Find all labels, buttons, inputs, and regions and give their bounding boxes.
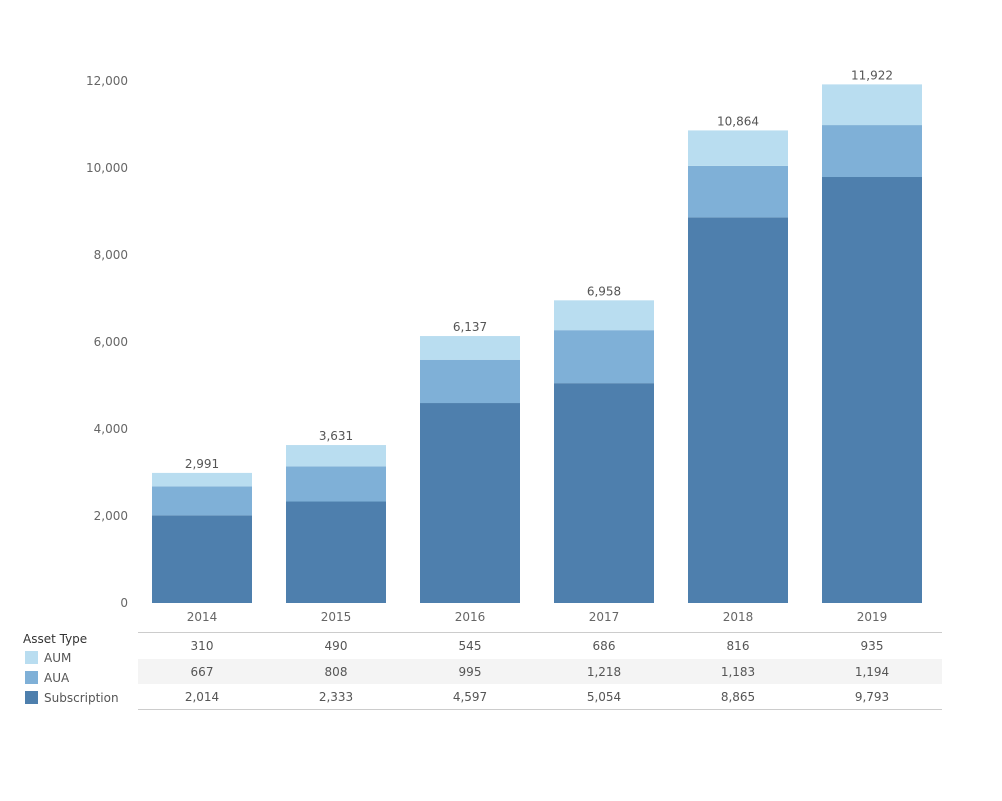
table-cell: 808	[325, 665, 348, 679]
x-tick-label: 2016	[455, 610, 486, 624]
y-tick-label: 0	[120, 596, 128, 610]
y-tick-label: 4,000	[94, 422, 128, 436]
y-tick-label: 2,000	[94, 509, 128, 523]
bar-aua-2014	[152, 486, 252, 516]
bar-aum-2018	[688, 130, 788, 166]
bar-aua-2017	[554, 330, 654, 384]
legend-item: Subscription	[44, 691, 119, 705]
table-cell: 1,218	[587, 665, 621, 679]
bar-subscription-2014	[152, 515, 252, 603]
legend-swatch-aum	[25, 651, 38, 664]
bar-subscription-2018	[688, 217, 788, 603]
x-tick-label: 2019	[857, 610, 888, 624]
bar-aua-2019	[822, 125, 922, 178]
legend-swatch-aua	[25, 671, 38, 684]
bar-aua-2016	[420, 359, 520, 404]
bar-aum-2016	[420, 336, 520, 360]
y-tick-label: 12,000	[86, 74, 128, 88]
legend-item: AUA	[44, 671, 70, 685]
total-label: 11,922	[851, 68, 893, 82]
bar-aum-2017	[554, 300, 654, 331]
bar-subscription-2017	[554, 383, 654, 603]
table-cell: 935	[861, 639, 884, 653]
y-tick-label: 6,000	[94, 335, 128, 349]
legend-title: Asset Type	[23, 632, 87, 646]
bar-subscription-2015	[286, 501, 386, 603]
total-label: 2,991	[185, 457, 219, 471]
bar-aum-2014	[152, 472, 252, 487]
table-cell: 995	[459, 665, 482, 679]
table-cell: 816	[727, 639, 750, 653]
bar-subscription-2016	[420, 403, 520, 603]
bar-aum-2019	[822, 84, 922, 126]
table-cell: 545	[459, 639, 482, 653]
bar-aua-2015	[286, 466, 386, 502]
table-cell: 490	[325, 639, 348, 653]
table-cell: 1,194	[855, 665, 889, 679]
bar-aum-2015	[286, 445, 386, 467]
x-tick-label: 2018	[723, 610, 754, 624]
table-cell: 2,014	[185, 690, 219, 704]
table-row-shading	[138, 659, 942, 684]
total-label: 6,958	[587, 284, 621, 298]
table-cell: 4,597	[453, 690, 487, 704]
bar-aua-2018	[688, 165, 788, 218]
x-tick-label: 2014	[187, 610, 218, 624]
table-cell: 1,183	[721, 665, 755, 679]
legend-swatch-subscription	[25, 691, 38, 704]
table-cell: 8,865	[721, 690, 755, 704]
y-tick-label: 10,000	[86, 161, 128, 175]
total-label: 10,864	[717, 114, 759, 128]
x-tick-label: 2015	[321, 610, 352, 624]
x-tick-label: 2017	[589, 610, 620, 624]
table-cell: 5,054	[587, 690, 621, 704]
total-label: 3,631	[319, 429, 353, 443]
total-label: 6,137	[453, 320, 487, 334]
table-cell: 2,333	[319, 690, 353, 704]
table-cell: 310	[191, 639, 214, 653]
y-tick-label: 8,000	[94, 248, 128, 262]
table-cell: 667	[191, 665, 214, 679]
bar-subscription-2019	[822, 177, 922, 603]
table-cell: 9,793	[855, 690, 889, 704]
legend-item: AUM	[44, 651, 71, 665]
table-cell: 686	[593, 639, 616, 653]
